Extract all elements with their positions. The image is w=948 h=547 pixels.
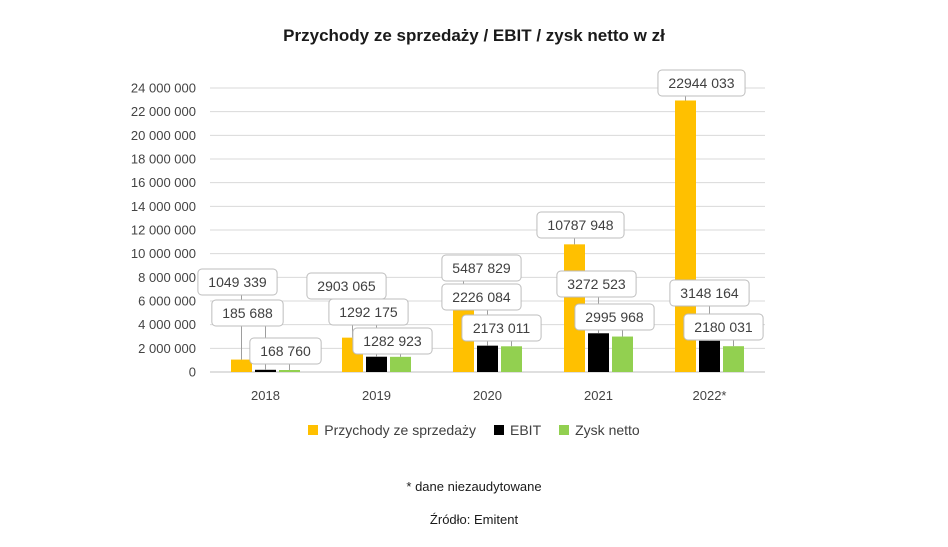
legend-item-ebit: EBIT	[494, 422, 541, 438]
data-label-text: 10787 948	[547, 217, 613, 233]
legend-swatch-revenue	[308, 425, 319, 435]
data-label: 2995 968	[574, 303, 655, 337]
data-label: 2173 011	[461, 314, 542, 347]
bar-zysk-netto-2020	[501, 346, 522, 372]
data-label: 185 688	[211, 299, 284, 370]
data-label: 5487 829	[441, 254, 522, 308]
data-label-box	[249, 337, 322, 365]
legend-item-revenue: Przychody ze sprzedaży	[308, 422, 476, 438]
data-label-box	[683, 313, 764, 341]
data-label: 168 760	[249, 337, 322, 371]
data-label: 2226 084	[441, 283, 522, 346]
footnote: * dane niezaudytowane	[406, 479, 542, 494]
data-label-text: 2226 084	[452, 289, 511, 305]
data-label-text: 5487 829	[452, 260, 511, 276]
data-label: 2903 065	[306, 272, 387, 338]
data-label-text: 2173 011	[473, 320, 531, 336]
bar-zysk-netto-2022	[723, 346, 744, 372]
x-axis: 2018 2019 2020 2021 2022*	[251, 388, 726, 403]
data-label: 1292 175	[328, 298, 409, 357]
y-tick-label: 22 000 000	[131, 104, 196, 119]
bar-zysk-netto-2019	[390, 356, 411, 372]
y-tick-label: 24 000 000	[131, 81, 196, 96]
y-tick-label: 2 000 000	[138, 341, 196, 356]
data-label-box	[556, 270, 637, 298]
bar-ebit-2018	[255, 369, 276, 372]
data-label-box	[441, 254, 522, 282]
data-label: 2180 031	[683, 313, 764, 347]
data-label: 1049 339	[197, 268, 278, 360]
x-tick-label: 2019	[362, 388, 391, 403]
data-labels: 1049 339 2903 065 5487 829 10787 948 22944 0…	[197, 69, 764, 371]
data-label-text: 2180 031	[694, 319, 753, 335]
data-label-box	[197, 268, 278, 296]
bar-zysk-netto-2021	[612, 336, 633, 372]
data-label-text: 2995 968	[585, 309, 644, 325]
data-label-text: 3272 523	[567, 276, 626, 292]
y-tick-label: 16 000 000	[131, 175, 196, 190]
data-label: 10787 948	[536, 211, 625, 245]
data-label-box	[352, 327, 433, 355]
data-label-box	[574, 303, 655, 331]
data-label-box	[441, 283, 522, 311]
data-label-box	[211, 299, 284, 327]
legend-swatch-net-profit	[559, 425, 570, 435]
legend-label-ebit: EBIT	[510, 422, 542, 438]
data-label-text: 1292 175	[339, 304, 398, 320]
legend-label-net-profit: Zysk netto	[575, 422, 640, 438]
legend-label-revenue: Przychody ze sprzedaży	[324, 422, 476, 438]
x-tick-label: 2018	[251, 388, 280, 403]
data-label-text: 168 760	[260, 343, 311, 359]
y-tick-label: 6 000 000	[138, 294, 196, 309]
legend-swatch-ebit	[494, 425, 504, 435]
y-tick-label: 0	[189, 365, 196, 380]
data-label-box	[657, 69, 746, 97]
x-tick-label: 2022*	[693, 388, 727, 403]
data-label-text: 22944 033	[668, 75, 734, 91]
y-tick-label: 8 000 000	[138, 270, 196, 285]
x-tick-label: 2021	[584, 388, 613, 403]
data-label: 3272 523	[556, 270, 637, 334]
legend-item-net-profit: Zysk netto	[559, 422, 640, 438]
bar-ebit-2020	[477, 345, 498, 372]
data-label-text: 1049 339	[208, 274, 267, 290]
source-note: Źródło: Emitent	[429, 512, 519, 527]
data-label-box	[536, 211, 625, 239]
bar-ebit-2019	[366, 356, 387, 372]
y-tick-label: 12 000 000	[131, 223, 196, 238]
y-tick-label: 10 000 000	[131, 246, 196, 261]
data-label-box	[328, 298, 409, 326]
bar-zysk-netto-2018	[279, 370, 300, 372]
data-label-text: 3148 164	[680, 285, 739, 301]
legend: Przychody ze sprzedaży EBIT Zysk netto	[0, 422, 948, 438]
y-tick-label: 20 000 000	[131, 128, 196, 143]
bar-ebit-2021	[588, 333, 609, 372]
bar-chart: 0 2 000 000 4 000 000 6 000 000 8 000 000 10 …	[131, 69, 765, 403]
y-axis: 0 2 000 000 4 000 000 6 000 000 8 000 000 10 …	[131, 81, 196, 380]
data-label: 1282 923	[352, 327, 433, 357]
bar-przychody-ze-sprzeda-y-2018	[231, 359, 252, 372]
bar-ebit-2022	[699, 340, 720, 372]
data-label: 3148 164	[669, 279, 750, 341]
data-label-text: 2903 065	[317, 278, 376, 294]
x-tick-label: 2020	[473, 388, 502, 403]
data-label: 22944 033	[657, 69, 746, 101]
chart-title: Przychody ze sprzedaży / EBIT / zysk net…	[283, 26, 665, 45]
data-label-text: 185 688	[222, 305, 273, 321]
y-tick-label: 4 000 000	[138, 317, 196, 332]
data-label-box	[669, 279, 750, 307]
data-label-box	[461, 314, 542, 342]
y-tick-label: 18 000 000	[131, 152, 196, 167]
y-tick-label: 14 000 000	[131, 199, 196, 214]
data-label-text: 1282 923	[363, 333, 422, 349]
